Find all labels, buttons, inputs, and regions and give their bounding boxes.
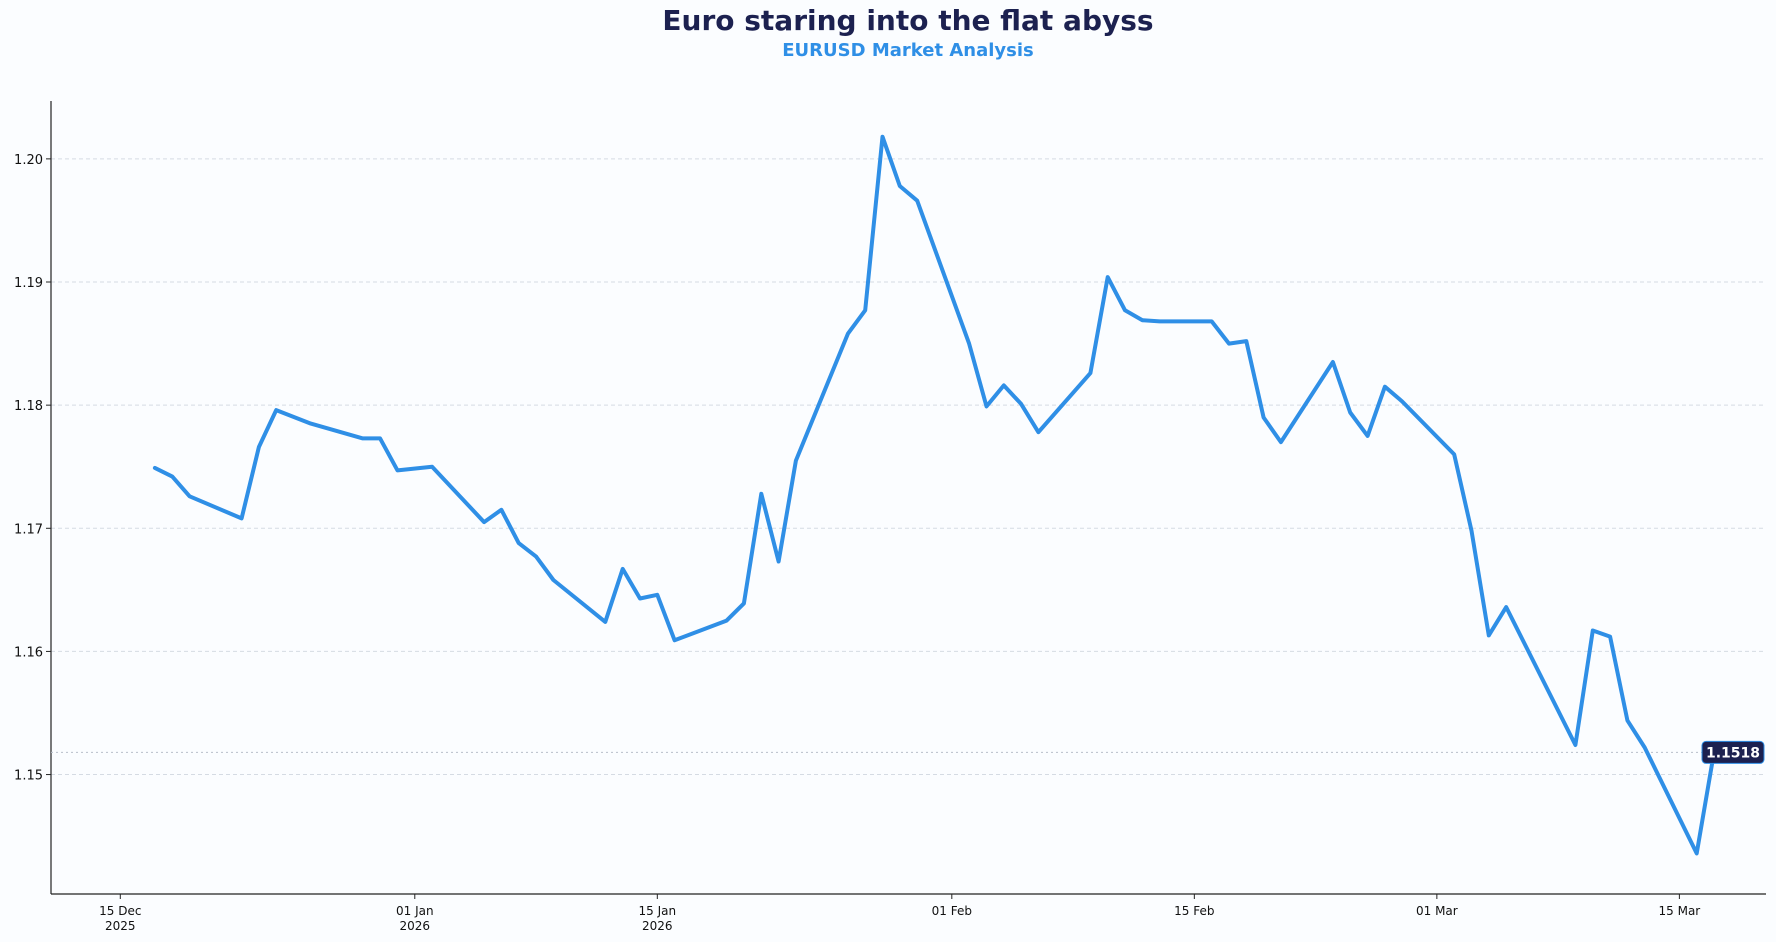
x-tick-sublabel: 2026: [400, 919, 431, 933]
x-tick-label: 15 Dec: [99, 904, 141, 918]
x-tick-label: 15 Jan: [639, 904, 677, 918]
series-line: [152, 134, 1716, 856]
x-tick-sublabel: 2026: [642, 919, 673, 933]
last-value-label: 1.1518: [1706, 745, 1760, 761]
y-tick-label: 1.19: [14, 276, 43, 291]
x-tick-label: 01 Mar: [1416, 904, 1458, 918]
y-tick-label: 1.15: [14, 769, 43, 784]
x-tick-label: 01 Feb: [932, 904, 972, 918]
x-tick-label: 15 Feb: [1174, 904, 1214, 918]
y-tick-label: 1.17: [14, 522, 43, 537]
y-tick-label: 1.16: [14, 645, 43, 660]
chart-title: Euro staring into the flat abyss: [662, 4, 1154, 37]
x-tick-sublabel: 2025: [105, 919, 136, 933]
y-tick-label: 1.20: [14, 153, 43, 168]
y-tick-label: 1.18: [14, 399, 43, 414]
last-value-badge: [1701, 740, 1765, 764]
x-tick-label: 15 Mar: [1659, 904, 1701, 918]
x-tick-label: 01 Jan: [396, 904, 434, 918]
chart-subtitle: EURUSD Market Analysis: [782, 40, 1034, 61]
